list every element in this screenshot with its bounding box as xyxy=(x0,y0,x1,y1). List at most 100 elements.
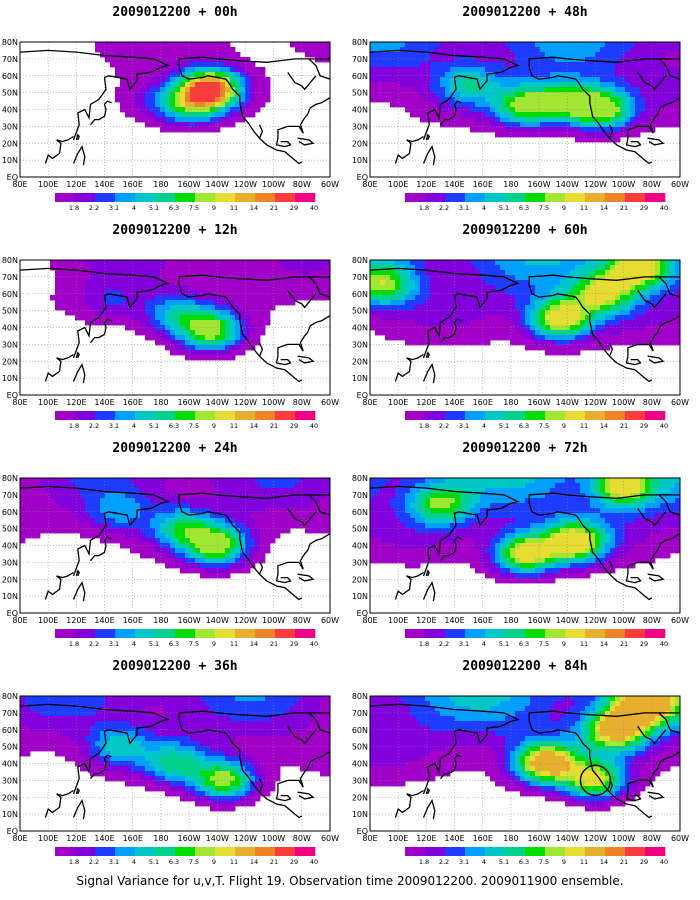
field-cell xyxy=(75,518,81,524)
field-cell xyxy=(100,47,106,53)
field-cell xyxy=(235,701,241,707)
field-cell xyxy=(130,280,136,286)
colorbar-label: 9 xyxy=(212,422,216,430)
field-cell xyxy=(225,355,231,361)
x-tick-label: 140E xyxy=(94,616,114,625)
field-cell xyxy=(90,265,96,271)
field-cell xyxy=(130,498,136,504)
field-cell xyxy=(65,493,71,499)
field-cell xyxy=(670,57,676,63)
field-cell xyxy=(665,82,671,88)
field-cell xyxy=(235,538,241,544)
field-cell xyxy=(235,548,241,554)
field-cell xyxy=(270,746,276,752)
field-cell xyxy=(150,523,156,529)
field-cell xyxy=(305,756,311,762)
field-cell xyxy=(75,741,81,747)
field-cell xyxy=(655,97,661,103)
field-cell xyxy=(240,72,246,78)
field-cell xyxy=(210,315,216,321)
field-cell xyxy=(180,771,186,777)
coastline xyxy=(625,97,680,148)
field-cell xyxy=(210,72,216,78)
field-cell xyxy=(235,706,241,712)
field-cell xyxy=(485,77,491,83)
field-cell xyxy=(215,791,221,797)
field-cell xyxy=(185,47,191,53)
coastline xyxy=(637,72,667,91)
field-cell xyxy=(405,295,411,301)
field-cell xyxy=(180,315,186,321)
field-cell xyxy=(110,483,116,489)
field-cell xyxy=(325,706,330,712)
field-cell xyxy=(660,57,666,63)
field-cell xyxy=(170,558,176,564)
colorbar-swatch xyxy=(175,193,196,202)
field-cell xyxy=(55,513,61,519)
field-cell xyxy=(455,52,461,58)
field-cell xyxy=(200,741,206,747)
field-cell xyxy=(280,498,286,504)
colorbar-label: 6.3 xyxy=(169,640,179,648)
field-cell xyxy=(275,701,281,707)
field-cell xyxy=(245,513,251,519)
field-cell xyxy=(315,523,321,529)
x-tick-label: 160E xyxy=(123,616,143,625)
colorbar-swatch xyxy=(155,193,176,202)
field-cell xyxy=(530,112,536,118)
field-cell xyxy=(535,132,541,138)
field-cell xyxy=(30,493,36,499)
field-cell xyxy=(485,62,491,68)
field-cell xyxy=(295,761,301,767)
field-cell xyxy=(265,92,271,98)
field-cell xyxy=(135,776,141,782)
field-cell xyxy=(170,112,176,118)
field-cell xyxy=(190,701,196,707)
field-cell xyxy=(220,295,226,301)
field-cell xyxy=(205,696,211,702)
field-cell xyxy=(220,285,226,291)
field-cell xyxy=(20,483,26,489)
field-cell xyxy=(620,102,626,108)
field-cell xyxy=(175,553,181,559)
field-cell xyxy=(180,62,186,68)
field-cell xyxy=(635,117,641,123)
field-cell xyxy=(200,315,206,321)
field-cell xyxy=(470,102,476,108)
field-cell xyxy=(75,295,81,301)
grid-lines xyxy=(20,696,330,831)
field-cell xyxy=(505,122,511,128)
field-cell xyxy=(110,47,116,53)
field-cell xyxy=(50,483,56,489)
field-cell xyxy=(555,87,561,93)
field-cell xyxy=(445,112,451,118)
field-cell xyxy=(150,701,156,707)
field-cell xyxy=(490,92,496,98)
field-cell xyxy=(635,52,641,58)
field-cell xyxy=(130,711,136,717)
field-cell xyxy=(125,280,131,286)
field-cell xyxy=(90,290,96,296)
field-cell xyxy=(495,122,501,128)
field-cell xyxy=(400,280,406,286)
field-cell xyxy=(215,716,221,722)
field-cell xyxy=(115,280,121,286)
field-cell xyxy=(110,275,116,281)
field-cell xyxy=(400,305,406,311)
field-cell xyxy=(260,528,266,534)
colorbar-label: 2.2 xyxy=(439,204,449,212)
field-cell xyxy=(510,132,516,138)
field-cell xyxy=(75,493,81,499)
field-cell xyxy=(410,82,416,88)
field-cell xyxy=(425,300,431,306)
colorbar-swatch xyxy=(235,411,256,420)
field-cell xyxy=(410,300,416,306)
coastline xyxy=(72,798,86,820)
field-cell xyxy=(180,112,186,118)
field-cell xyxy=(645,112,651,118)
field-cell xyxy=(270,781,276,787)
field-cell xyxy=(80,503,86,509)
field-cell xyxy=(485,67,491,73)
coastline xyxy=(287,72,317,91)
field-cell xyxy=(160,756,166,762)
